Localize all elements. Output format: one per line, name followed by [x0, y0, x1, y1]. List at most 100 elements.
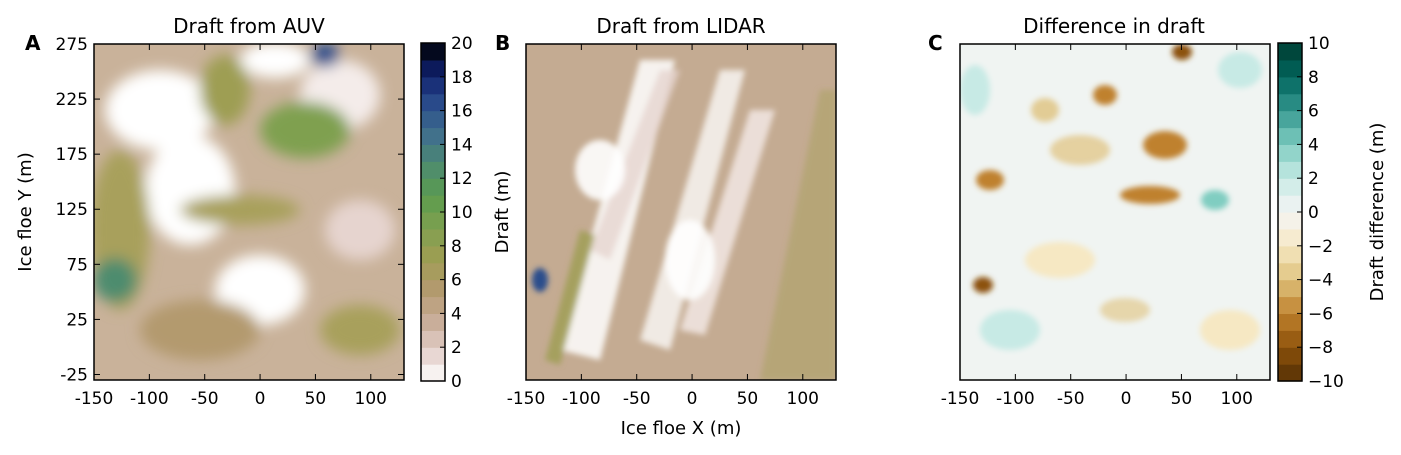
- colorbar-segment: [1278, 330, 1302, 348]
- texture-streak: [760, 90, 836, 380]
- colorbar-tick-label: 8: [451, 237, 462, 257]
- texture-blob: [980, 310, 1040, 350]
- colorbar-tick-label: 16: [451, 102, 473, 122]
- colorbar-tick-label: −2: [1308, 237, 1333, 257]
- texture-blob: [200, 55, 250, 125]
- colorbar-segment: [1278, 262, 1302, 281]
- texture-streak: [640, 70, 745, 350]
- colorbar-segment: [1278, 59, 1302, 78]
- colorbar-segment: [1278, 110, 1302, 129]
- colorbar-segment: [1278, 178, 1302, 196]
- colorbar-segment: [1278, 313, 1302, 331]
- heatmap-a: [94, 44, 404, 380]
- colorbar-segment: [1278, 127, 1302, 145]
- colorbar-segment: [421, 76, 445, 95]
- x-tick-label: -50: [623, 389, 651, 409]
- colorbar-tick-label: 14: [451, 135, 473, 155]
- x-tick-label: 100: [787, 389, 819, 409]
- y-tick-label: 25: [66, 310, 88, 330]
- x-tick-label: -150: [941, 389, 980, 409]
- heatmap-c: [960, 44, 1270, 380]
- title-a: Draft from AUV: [173, 14, 325, 38]
- colorbar-tick-label: 10: [1308, 34, 1330, 54]
- heatmap-c-texture: [960, 44, 1262, 350]
- colorbar-tick-label: −8: [1308, 338, 1333, 358]
- colorbar-segment: [421, 313, 445, 331]
- x-tick-label: -50: [1057, 389, 1085, 409]
- colorbar-segment: [421, 296, 445, 314]
- colorbar-segment: [421, 262, 445, 281]
- x-ticks-b: -150 -100 -50 0 50 100: [507, 44, 819, 409]
- colorbar-segment: [421, 161, 445, 179]
- colorbar-segment: [1278, 76, 1302, 95]
- x-tick-label: 50: [737, 389, 759, 409]
- texture-blob: [325, 200, 395, 260]
- panel-c: C Difference in draft: [928, 14, 1388, 409]
- texture-blob: [105, 70, 215, 150]
- colorbar-segment: [421, 347, 445, 365]
- x-tick-label: 0: [255, 389, 266, 409]
- texture-blob: [310, 44, 340, 67]
- x-tick-label: -100: [130, 389, 169, 409]
- colorbar-tick-label: 2: [451, 338, 462, 358]
- colorbar-segment: [1278, 161, 1302, 179]
- colorbar-segment: [1278, 43, 1302, 61]
- y-axis-label-a: Ice floe Y (m): [15, 152, 36, 271]
- texture-blob: [140, 300, 260, 360]
- texture-blob: [1120, 186, 1180, 204]
- colorbar-segment: [1278, 93, 1302, 112]
- texture-blob: [180, 195, 300, 225]
- colorbar-tick-label: 20: [451, 34, 473, 54]
- colorbar-segment: [421, 178, 445, 196]
- colorbar-tick-label: 18: [451, 68, 473, 88]
- x-axis-label-b: Ice floe X (m): [621, 418, 742, 439]
- texture-blob: [973, 277, 993, 293]
- texture-blob: [976, 170, 1004, 190]
- y-tick-label: -25: [60, 365, 88, 385]
- y-tick-label: 125: [56, 200, 88, 220]
- colorbar-segment: [421, 195, 445, 213]
- x-tick-label: 0: [1121, 389, 1132, 409]
- axes-frame-c: [959, 43, 1271, 381]
- texture-streak: [590, 70, 680, 260]
- title-c: Difference in draft: [1023, 14, 1205, 38]
- x-tick-label: 50: [1171, 389, 1193, 409]
- texture-blob: [960, 65, 990, 115]
- x-tick-label: 50: [305, 389, 327, 409]
- x-tick-label: -150: [75, 389, 114, 409]
- colorbar-tick-label: 6: [1308, 102, 1319, 122]
- axes-frame-b: [525, 43, 837, 381]
- colorbar-segment: [1278, 228, 1302, 247]
- y-tick-label: 75: [66, 255, 88, 275]
- colorbar-tick-label: 4: [1308, 135, 1319, 155]
- texture-blob: [1200, 310, 1260, 350]
- panel-b: B Draft from LIDAR -150 -100 -50 0 50 100 Dra…: [492, 14, 837, 439]
- colorbar-tick-label: 12: [451, 169, 473, 189]
- colorbar-tick-label: 10: [451, 203, 473, 223]
- title-b: Draft from LIDAR: [596, 14, 765, 38]
- colorbar-segment: [421, 330, 445, 348]
- x-tick-label: -100: [562, 389, 601, 409]
- texture-blob: [1201, 190, 1229, 210]
- colorbar-segment: [421, 212, 445, 230]
- x-ticks-c: -150 -100 -50 0 50 100: [941, 44, 1253, 409]
- texture-blob: [1093, 85, 1117, 105]
- colorbar-segment: [421, 59, 445, 78]
- y-tick-label: 275: [56, 35, 88, 55]
- colorbar-label-c: Draft difference (m): [1367, 123, 1388, 302]
- colorbar-segment: [421, 364, 445, 382]
- y-ticks-a: -25 25 75 125 175 225 275: [56, 35, 404, 385]
- texture-blob: [1218, 52, 1262, 88]
- panel-label-a: A: [25, 31, 41, 55]
- texture-blob: [1143, 131, 1187, 159]
- heatmap-a-texture: [94, 44, 400, 360]
- colorbar-segment: [421, 93, 445, 112]
- colorbar-segment: [421, 43, 445, 61]
- panel-a: A Draft from AUV -150 -100 -50 0 5: [15, 14, 473, 409]
- colorbar-tick-label: 2: [1308, 169, 1319, 189]
- colorbar-tick-label: −10: [1308, 372, 1344, 392]
- texture-blob: [1025, 242, 1095, 278]
- x-tick-label: 0: [687, 389, 698, 409]
- texture-blob: [532, 268, 548, 292]
- axes-frame-a: [93, 43, 405, 381]
